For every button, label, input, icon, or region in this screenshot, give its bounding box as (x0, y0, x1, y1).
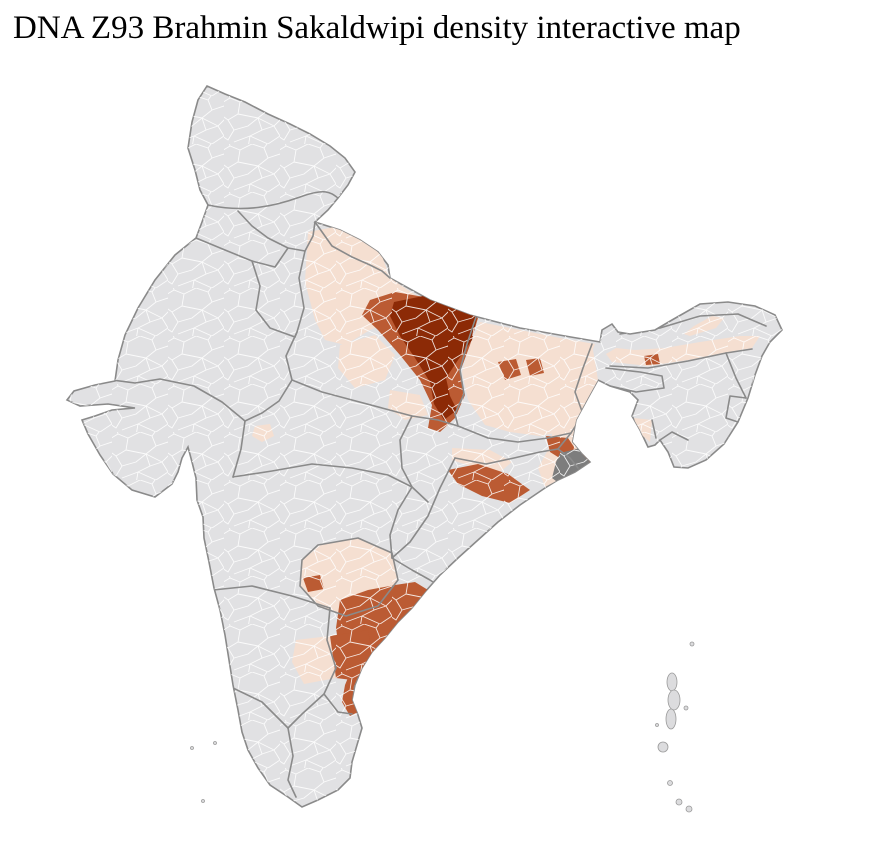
border-karnataka-ap (323, 607, 353, 715)
border-chhattisgarh-odisha (391, 457, 456, 559)
border-haryana-west (251, 260, 296, 338)
border-nagaland-west (725, 352, 747, 399)
border-up-mp (291, 379, 459, 427)
border-rajasthan-east (244, 331, 298, 422)
andaman-nicobar-islands[interactable] (655, 641, 695, 813)
border-tripura-east (651, 419, 657, 439)
border-manipur (725, 395, 747, 423)
border-meghalaya (605, 367, 665, 393)
border-karnataka-north (212, 585, 331, 609)
border-gujarat-east (232, 420, 246, 478)
border-mp-chhattisgarh (389, 415, 413, 559)
border-up-bihar (454, 316, 477, 427)
border-kerala-karnataka (232, 687, 289, 729)
state-borders (111, 190, 767, 798)
district-boundaries-texture (67, 86, 782, 807)
border-uttarakhand-south (314, 221, 391, 279)
density-regions (67, 86, 782, 807)
page-title: DNA Z93 Brahmin Sakaldwipi density inter… (13, 10, 741, 46)
border-assam-south (609, 348, 753, 369)
border-bihar-jharkhand (457, 425, 572, 443)
border-rajasthan-gujarat (111, 378, 246, 422)
border-mizoram-west (659, 431, 689, 441)
border-karnataka-tn (287, 693, 325, 729)
border-jk-south (207, 190, 339, 210)
lakshadweep-islands[interactable] (190, 741, 217, 803)
border-telangana (299, 537, 399, 617)
border-jharkhand-south (454, 448, 559, 465)
border-kerala-tn (287, 727, 297, 798)
